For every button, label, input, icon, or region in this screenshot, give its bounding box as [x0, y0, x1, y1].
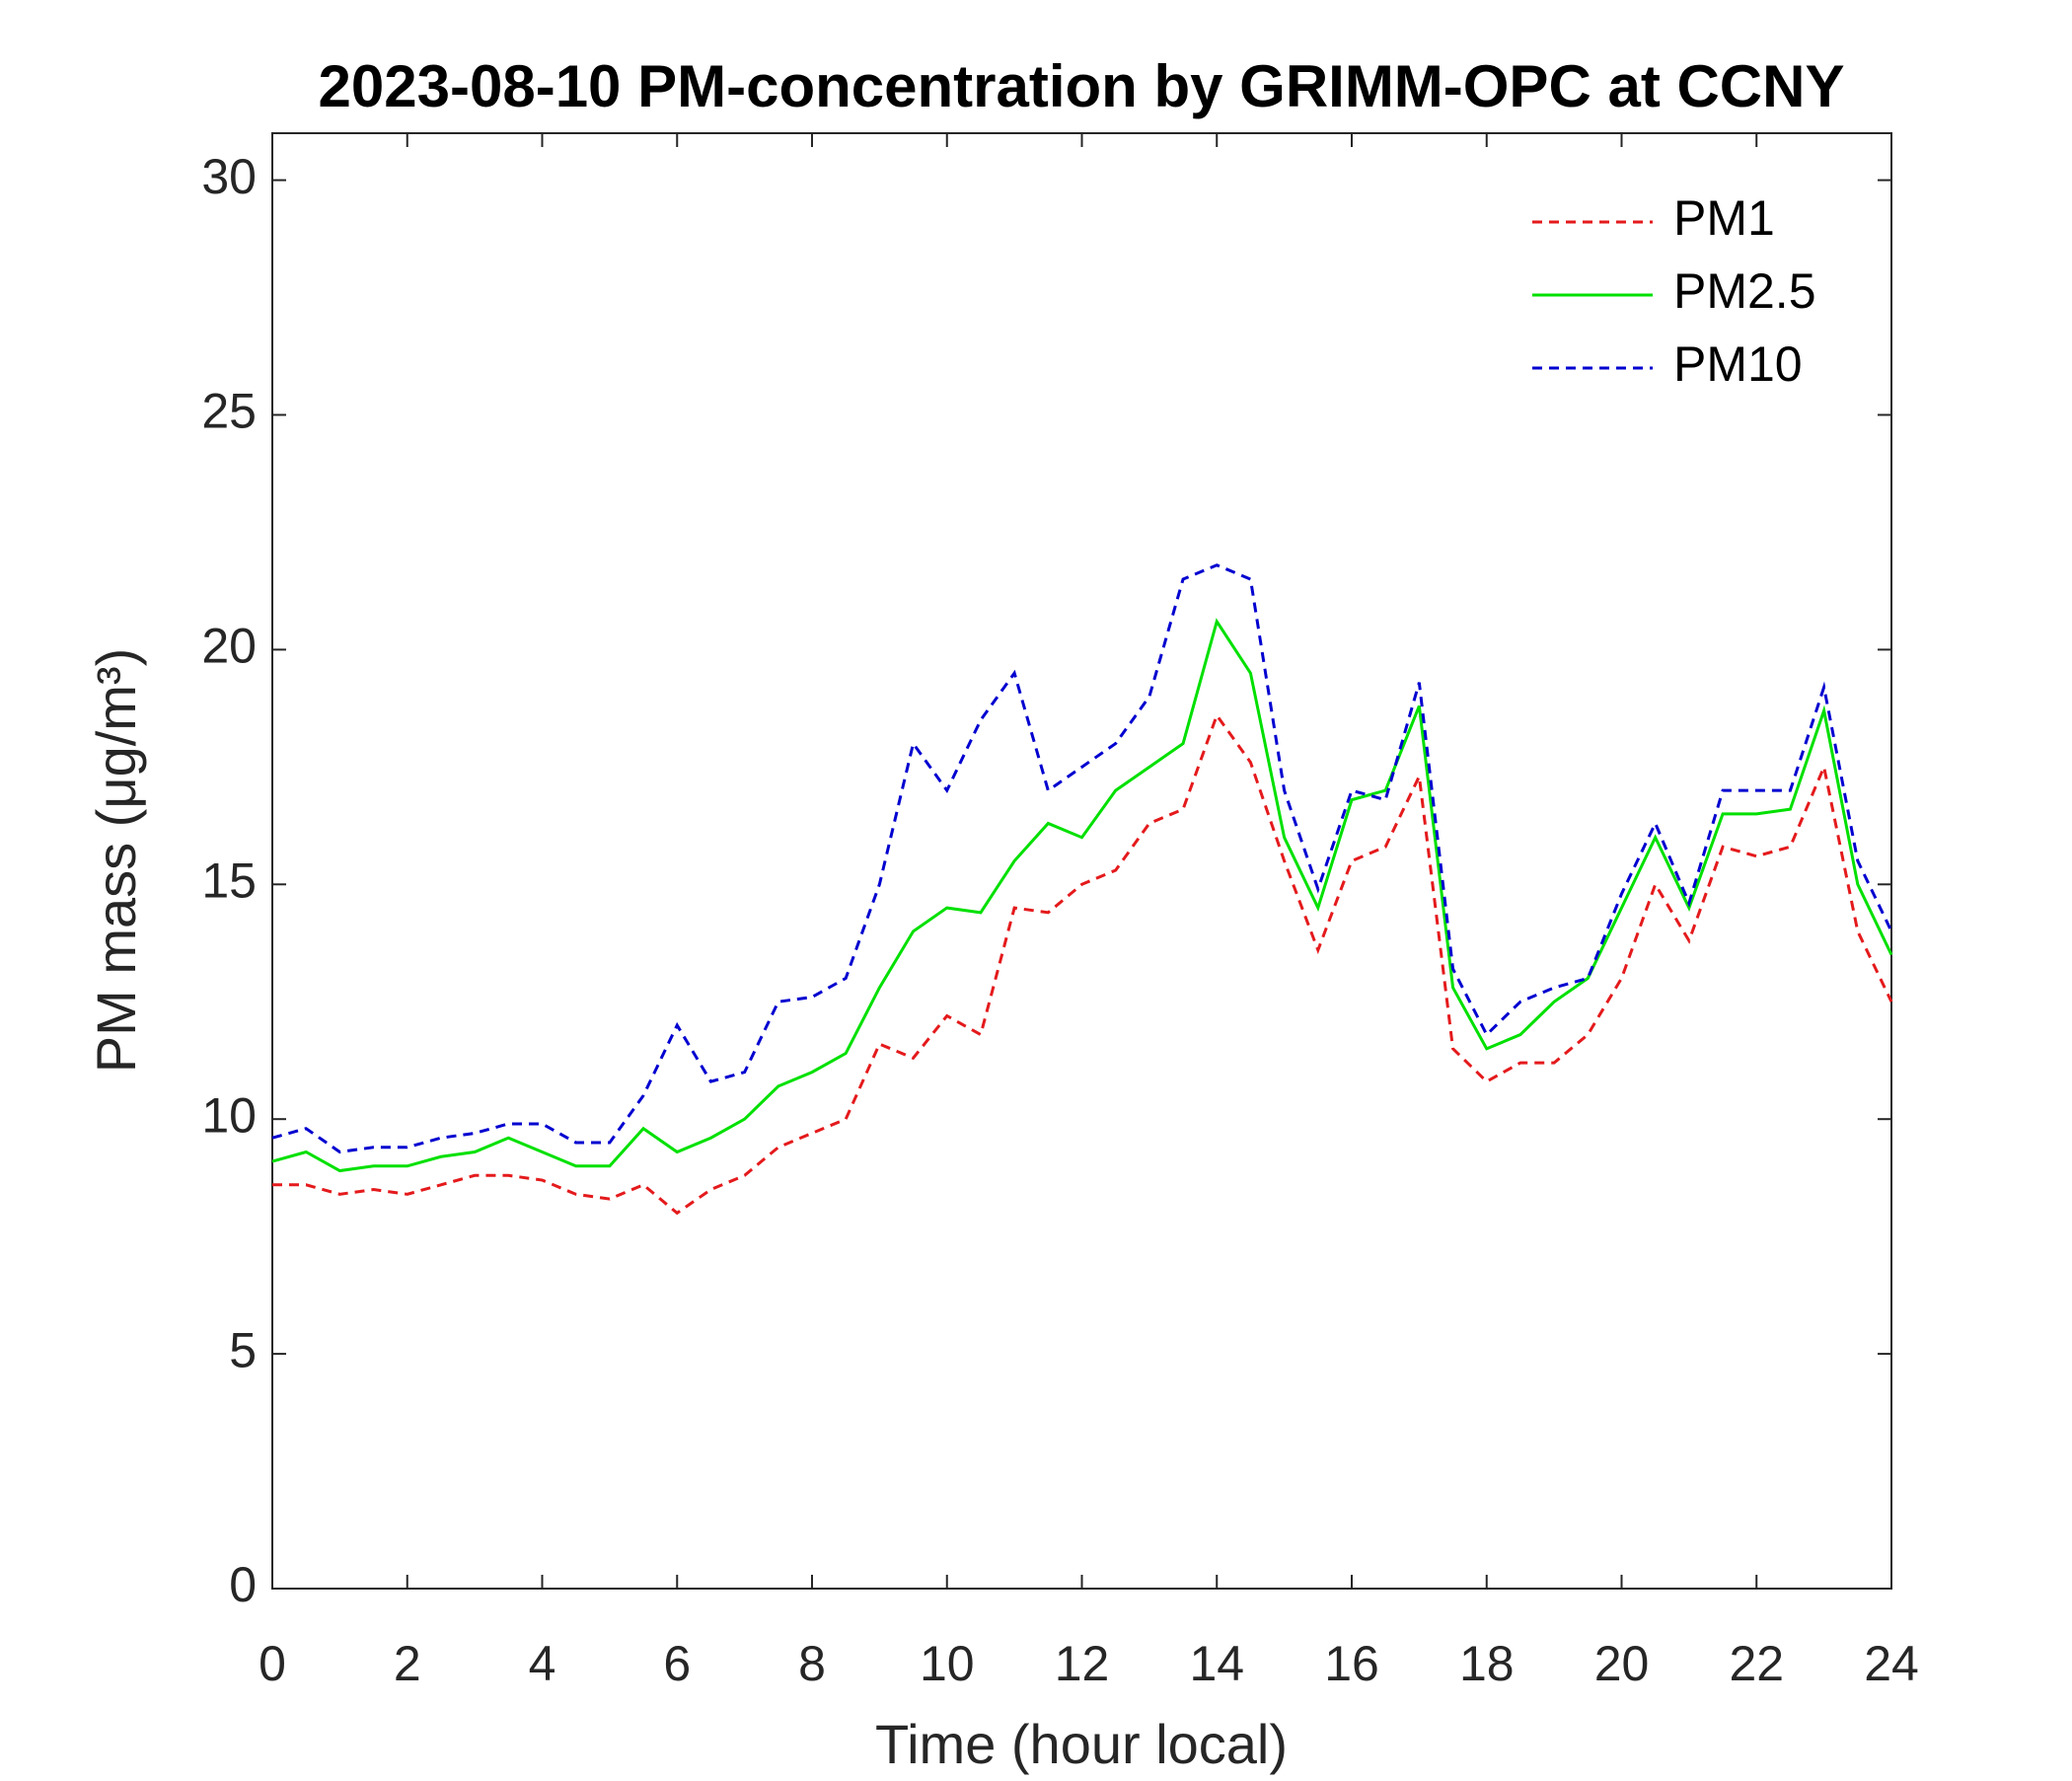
y-tick-label: 25 [201, 384, 257, 439]
x-tick-label: 4 [529, 1636, 556, 1691]
chart-title: 2023-08-10 PM-concentration by GRIMM-OPC… [319, 53, 1845, 119]
x-tick-label: 18 [1459, 1636, 1515, 1691]
y-axis-label: PM mass (μg/m³) [85, 648, 147, 1073]
line-series [272, 711, 1893, 1216]
x-tick-label: 8 [798, 1636, 826, 1691]
x-tick-label: 14 [1189, 1636, 1244, 1691]
x-tick-label: 6 [663, 1636, 691, 1691]
plot-frame [271, 132, 1892, 1590]
x-axis-label: Time (hour local) [875, 1713, 1288, 1775]
x-tick-label: 0 [259, 1636, 286, 1691]
x-tick-label: 2 [394, 1636, 421, 1691]
legend-label: PM1 [1673, 190, 1775, 246]
line-series [271, 618, 1893, 1173]
x-tick-label: 22 [1729, 1636, 1784, 1691]
y-tick-label: 30 [201, 149, 257, 204]
x-tick-label: 16 [1324, 1636, 1379, 1691]
y-tick-label: 15 [201, 853, 257, 908]
y-tick-label: 20 [201, 619, 257, 674]
y-tick-label: 5 [229, 1322, 257, 1377]
x-tick-label: 12 [1055, 1636, 1110, 1691]
y-tick-label: 0 [229, 1557, 257, 1612]
x-tick-label: 24 [1864, 1636, 1919, 1691]
x-tick-label: 10 [920, 1636, 975, 1691]
legend-label: PM10 [1673, 336, 1803, 392]
y-tick-label: 10 [201, 1087, 257, 1143]
x-tick-label: 20 [1594, 1636, 1650, 1691]
legend-label: PM2.5 [1673, 263, 1816, 319]
line-series [271, 563, 1893, 1154]
